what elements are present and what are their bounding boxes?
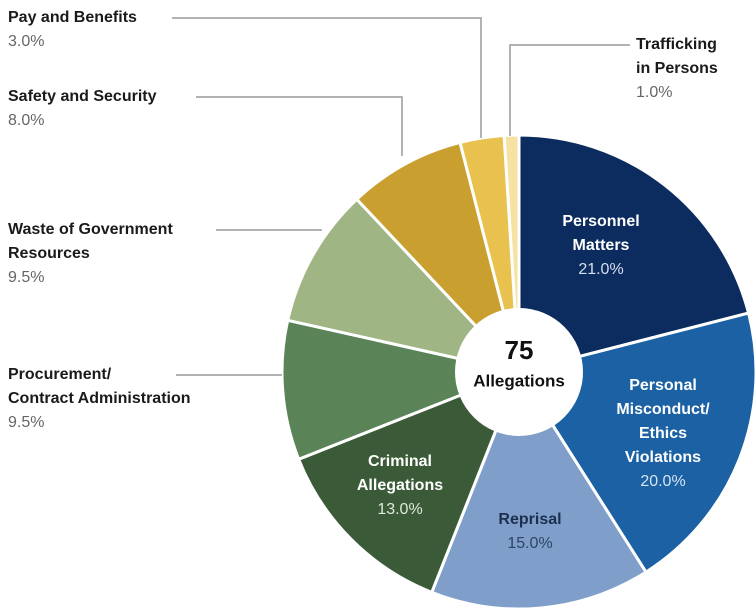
slice-name: Trafficking in Persons (636, 36, 718, 77)
leader-line (196, 96, 403, 156)
value-label: 13.0% (377, 501, 422, 518)
slice-name: Personal Misconduct/Ethics Violations (616, 377, 710, 466)
value-label: 1.0% (636, 84, 672, 101)
slice-name: Pay and Benefits (8, 9, 137, 26)
value-label: 15.0% (507, 535, 552, 552)
slice-name: Waste of Government Resources (8, 221, 173, 262)
value-label: 20.0% (640, 473, 685, 490)
value-label: 9.5% (8, 414, 44, 431)
slice-name: Personnel Matters (562, 213, 639, 254)
leader-line (509, 44, 630, 136)
center-value: 75 (505, 335, 534, 365)
value-label: 3.0% (8, 33, 44, 50)
slice-name: Safety and Security (8, 88, 157, 105)
slice-name: Reprisal (498, 511, 561, 528)
slice-name: Procurement/Contract Administration (8, 366, 191, 407)
value-label: 21.0% (578, 261, 623, 278)
center-label: Allegations (473, 371, 565, 390)
slice-name: Criminal Allegations (357, 453, 443, 494)
labels: Personnel Matters 21.0% Personal Misconduct/… (8, 9, 718, 552)
value-label: 8.0% (8, 112, 44, 129)
leader-line (172, 17, 482, 138)
value-label: 9.5% (8, 269, 44, 286)
donut-hole (455, 308, 583, 436)
